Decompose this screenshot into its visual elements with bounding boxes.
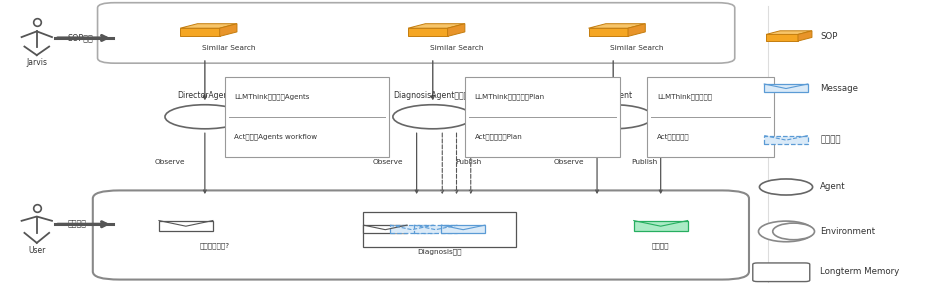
Text: User: User: [29, 246, 46, 255]
Circle shape: [165, 105, 244, 129]
Ellipse shape: [759, 221, 813, 242]
Text: Longterm Memory: Longterm Memory: [820, 267, 900, 276]
Polygon shape: [589, 28, 628, 36]
Text: Message: Message: [820, 84, 858, 93]
FancyBboxPatch shape: [390, 225, 434, 233]
Polygon shape: [767, 34, 798, 41]
Text: OpsAgent: OpsAgent: [594, 91, 632, 101]
FancyBboxPatch shape: [753, 263, 809, 282]
Text: 错误报警原因?: 错误报警原因?: [200, 242, 229, 249]
Text: Act：执行操作: Act：执行操作: [657, 134, 689, 140]
FancyBboxPatch shape: [633, 221, 688, 231]
Text: 中间状态: 中间状态: [820, 135, 841, 144]
FancyBboxPatch shape: [93, 190, 749, 280]
FancyBboxPatch shape: [159, 221, 213, 231]
Polygon shape: [180, 24, 237, 28]
Polygon shape: [589, 24, 646, 28]
Text: Agent: Agent: [820, 183, 845, 192]
Polygon shape: [408, 24, 465, 28]
FancyBboxPatch shape: [765, 136, 807, 144]
Text: Environment: Environment: [820, 227, 875, 236]
Polygon shape: [628, 24, 646, 36]
Text: Similar Search: Similar Search: [611, 45, 664, 51]
FancyBboxPatch shape: [98, 3, 735, 63]
Polygon shape: [408, 28, 448, 36]
FancyBboxPatch shape: [224, 77, 389, 157]
Text: Observe: Observe: [553, 160, 584, 166]
FancyBboxPatch shape: [414, 225, 457, 233]
Text: Publish: Publish: [631, 160, 658, 166]
FancyBboxPatch shape: [363, 212, 516, 247]
Text: Publish: Publish: [455, 160, 481, 166]
Circle shape: [760, 179, 812, 195]
Text: 止损结果: 止损结果: [652, 242, 670, 249]
Text: SOP: SOP: [820, 32, 838, 41]
FancyBboxPatch shape: [648, 77, 774, 157]
Polygon shape: [220, 24, 237, 36]
Text: Similar Search: Similar Search: [430, 45, 483, 51]
Circle shape: [573, 105, 653, 129]
FancyBboxPatch shape: [363, 225, 407, 233]
Text: DiagnosisAgent（循环）: DiagnosisAgent（循环）: [393, 91, 473, 101]
Polygon shape: [767, 31, 812, 34]
Text: Jarvis: Jarvis: [27, 58, 48, 67]
Text: Similar Search: Similar Search: [202, 45, 256, 51]
FancyBboxPatch shape: [765, 84, 807, 92]
Text: DirectorAgent: DirectorAgent: [178, 91, 232, 101]
Text: Act：循环执行Plan: Act：循环执行Plan: [475, 134, 522, 140]
Text: LLMThink：循环诊断Plan: LLMThink：循环诊断Plan: [475, 93, 545, 100]
Circle shape: [393, 105, 473, 129]
Text: SOP管理: SOP管理: [68, 33, 93, 42]
FancyBboxPatch shape: [465, 77, 620, 157]
Text: Diagnosis结果: Diagnosis结果: [417, 249, 461, 255]
Polygon shape: [180, 28, 220, 36]
Text: Observe: Observe: [154, 160, 185, 166]
Text: LLMThink：分派的Agents: LLMThink：分派的Agents: [234, 93, 310, 100]
Polygon shape: [448, 24, 465, 36]
Text: Observe: Observe: [373, 160, 403, 166]
Polygon shape: [798, 31, 812, 41]
FancyBboxPatch shape: [441, 225, 485, 233]
Text: 描述问题: 描述问题: [68, 220, 87, 229]
Text: Act：组装Agents workflow: Act：组装Agents workflow: [234, 134, 318, 140]
Ellipse shape: [773, 223, 814, 240]
Text: LLMThink：止损操作: LLMThink：止损操作: [657, 93, 712, 100]
